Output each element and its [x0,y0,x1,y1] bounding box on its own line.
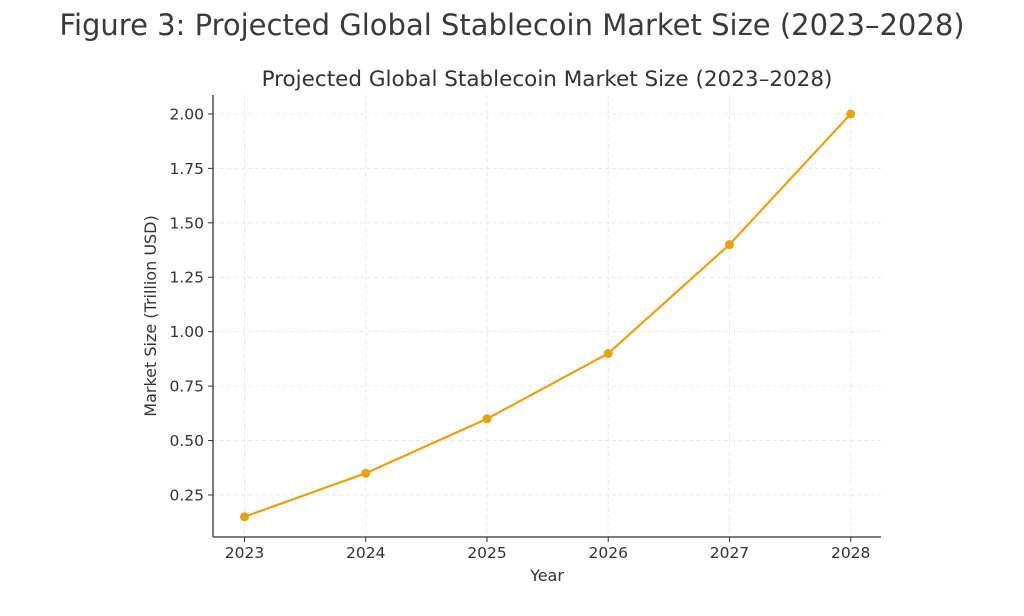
data-point [846,109,856,119]
x-tick-label: 2028 [831,544,870,562]
y-tick-label: 1.75 [169,160,204,178]
y-axis-label: Market Size (Trillion USD) [141,215,160,416]
y-tick-label: 2.00 [169,105,204,123]
x-tick-label: 2027 [710,544,749,562]
data-point [603,348,613,358]
y-tick-label: 0.75 [169,378,204,396]
figure-title: Figure 3: Projected Global Stablecoin Ma… [59,8,965,42]
series-line [244,113,852,518]
x-tick-label: 2026 [588,544,627,562]
x-tick-label: 2024 [346,544,385,562]
chart-title: Projected Global Stablecoin Market Size … [262,67,833,92]
y-tick-label: 1.00 [169,323,204,341]
x-tick-label: 2023 [225,544,264,562]
y-tick-label: 1.50 [169,214,204,232]
data-point [361,468,371,478]
y-tick-label: 0.50 [169,432,204,450]
y-tick-label: 1.25 [169,269,204,287]
x-tick-label: 2025 [467,544,506,562]
x-axis-label: Year [529,566,564,585]
data-point [240,512,250,522]
y-tick-label: 0.25 [169,486,204,504]
data-point [482,414,492,424]
data-point [724,240,734,250]
